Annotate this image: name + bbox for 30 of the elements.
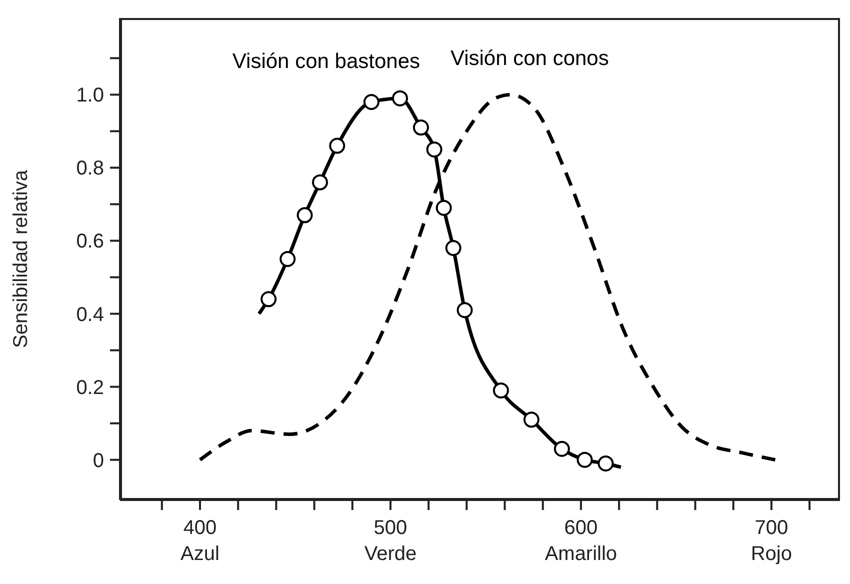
x-tick-label: 400 Azul xyxy=(180,517,220,565)
point xyxy=(312,174,328,190)
point xyxy=(492,382,509,398)
y-tick-label: 0.4 xyxy=(76,304,104,326)
y-tick-label: 0 xyxy=(92,450,104,472)
point xyxy=(280,251,296,267)
y-tick-label: 0.8 xyxy=(76,158,104,180)
point xyxy=(598,455,614,472)
point xyxy=(363,94,380,110)
y-axis-title: Sensibilidad relativa xyxy=(10,169,32,348)
point xyxy=(456,302,473,318)
point xyxy=(412,120,429,136)
point xyxy=(554,440,570,457)
point xyxy=(260,291,277,308)
x-tick-label: 600 Amarillo xyxy=(544,517,618,565)
y-tick-label: 0.2 xyxy=(76,376,104,399)
point xyxy=(296,207,313,224)
series-label: Visión con bastones xyxy=(232,50,420,74)
point xyxy=(523,412,540,428)
point xyxy=(445,240,462,256)
point xyxy=(436,200,452,216)
x-tick-label: 500 Verde xyxy=(364,517,417,565)
y-tick-label: 1.0 xyxy=(76,84,104,107)
point xyxy=(576,452,593,468)
point xyxy=(426,141,442,158)
x-tick-label: 700 Rojo xyxy=(750,517,792,565)
point xyxy=(392,90,408,106)
series-label: Visión con conos xyxy=(450,46,609,71)
point xyxy=(329,138,346,154)
y-tick-label: 0.6 xyxy=(76,230,104,253)
